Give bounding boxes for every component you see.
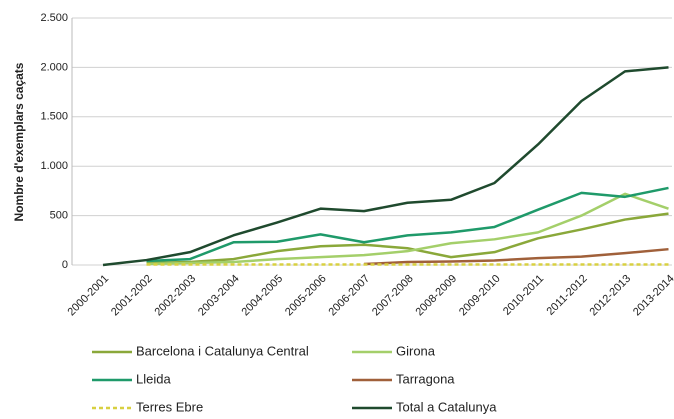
y-tick-label: 2.500 xyxy=(40,12,68,24)
y-tick-label: 0 xyxy=(62,259,68,271)
x-tick-label: 2006-2007 xyxy=(326,273,372,319)
x-tick-label: 2012-2013 xyxy=(587,273,633,319)
x-tick-label: 2010-2011 xyxy=(501,273,546,318)
y-tick-label: 2.000 xyxy=(40,61,68,73)
series-line xyxy=(146,186,669,263)
y-tick-label: 1.500 xyxy=(40,111,68,123)
legend-label: Barcelona i Catalunya Central xyxy=(136,343,309,358)
y-axis-label: Nombre d'exemplars caçats xyxy=(12,62,26,221)
x-tick-label: 2013-2014 xyxy=(631,273,674,319)
legend-label: Girona xyxy=(396,343,436,358)
y-tick-label: 1.000 xyxy=(40,160,68,172)
x-tick-label: 2008-2009 xyxy=(413,273,459,319)
x-tick-label: 2011-2012 xyxy=(545,273,590,318)
legend-label: Lleida xyxy=(136,371,171,386)
x-tick-label: 2007-2008 xyxy=(370,273,416,319)
x-tick-label: 2001-2002 xyxy=(109,273,155,319)
x-tick-label: 2004-2005 xyxy=(239,273,285,319)
x-tick-label: 2003-2004 xyxy=(196,273,242,319)
series-line xyxy=(102,66,669,267)
x-tick-label: 2009-2010 xyxy=(457,273,503,319)
series-line xyxy=(146,192,669,266)
y-tick-label: 500 xyxy=(50,210,68,222)
series-line xyxy=(363,247,669,266)
legend-label: Terres Ebre xyxy=(136,399,203,414)
x-tick-label: 2002-2003 xyxy=(152,273,198,319)
x-tick-label: 2000-2001 xyxy=(65,273,111,319)
x-tick-label: 2005-2006 xyxy=(283,273,329,319)
legend-label: Total a Catalunya xyxy=(396,399,497,414)
series-line xyxy=(146,212,669,265)
legend-label: Tarragona xyxy=(396,371,455,386)
